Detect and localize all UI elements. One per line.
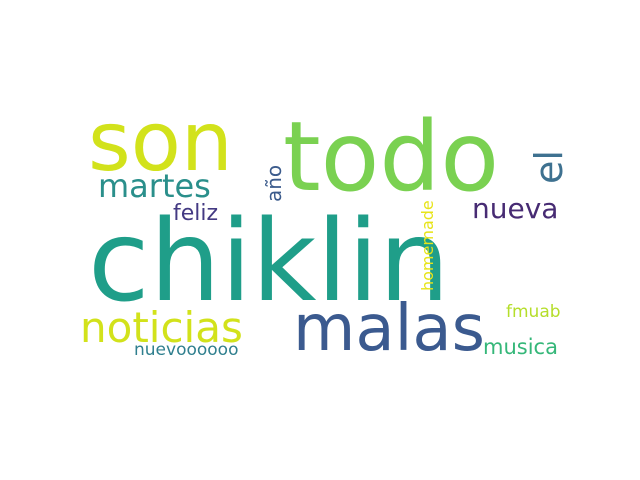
word-son: son (88, 95, 233, 190)
word-el: el (527, 150, 571, 184)
word-nueva: nueva (472, 192, 559, 225)
word-malas: malas (293, 292, 485, 366)
word-musica: musica (483, 335, 558, 359)
word-martes: martes (98, 167, 211, 205)
word-homemade: homemade (418, 200, 437, 291)
word-feliz: feliz (173, 201, 219, 226)
word-ano: año (262, 164, 286, 202)
word-nuevoooooo: nuevoooooo (134, 340, 239, 360)
word-chiklin: chiklin (88, 197, 450, 327)
word-noticias: noticias (80, 303, 243, 352)
word-fmuab: fmuab (506, 302, 561, 322)
word-todo: todo (283, 101, 500, 213)
